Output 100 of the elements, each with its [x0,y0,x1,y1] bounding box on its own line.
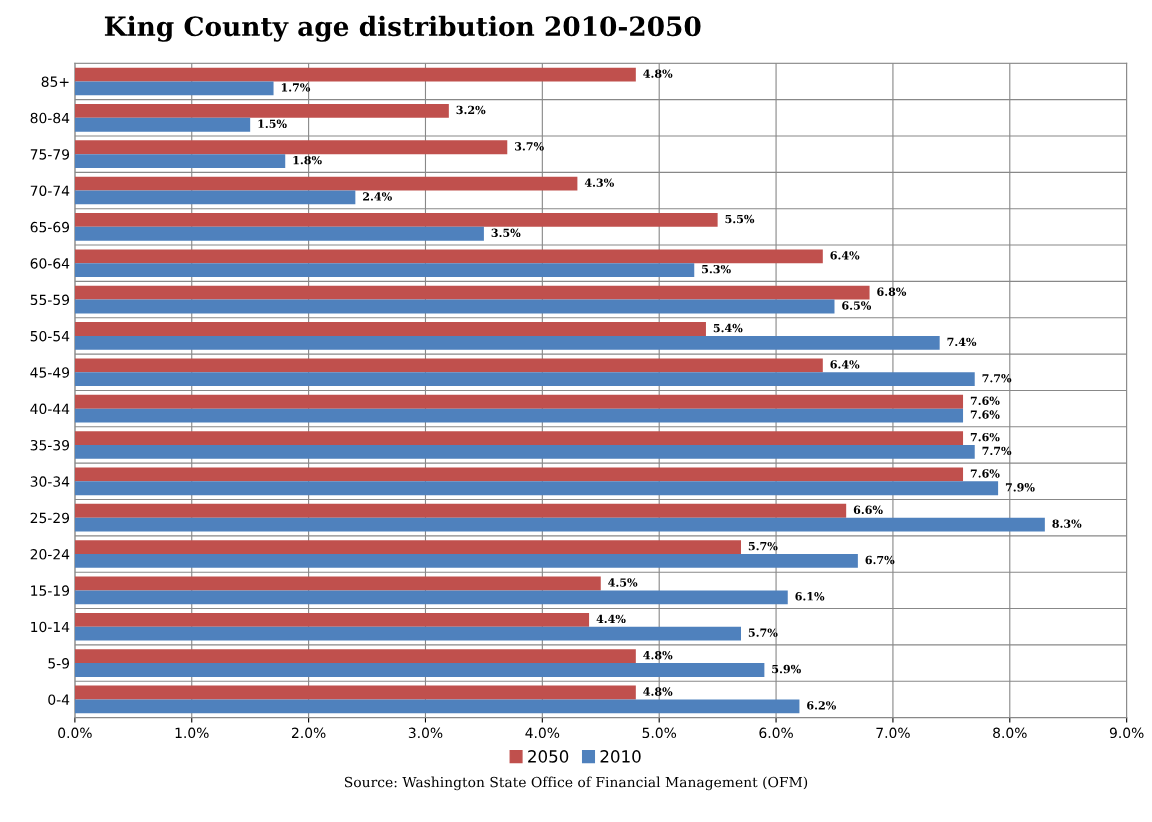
bar [74,663,765,677]
bar [74,408,964,423]
data-label: 7.6% [970,469,1000,478]
y-tick-label: 70-74 [30,185,70,196]
y-tick-label: 80-84 [30,112,70,124]
bar [74,685,636,700]
bar [74,517,1045,532]
bar [74,117,251,132]
y-tick-label: 65-69 [30,221,70,233]
data-label: 3.5% [491,228,521,237]
data-label: 5.3% [702,264,731,274]
x-tick-label: 6.0% [759,727,793,739]
data-label: 4.5% [608,578,638,587]
x-tick-label: 5.0% [642,727,677,739]
data-label: 1.7% [281,83,311,92]
x-tick-label: 3.0% [408,727,443,739]
data-label: 3.7% [515,142,544,151]
data-label: 7.9% [1005,483,1035,492]
y-tick-label: 10-14 [31,621,70,633]
x-tick-label: 1.0% [175,727,209,739]
bar [74,481,999,496]
x-tick-label: 9.0% [1109,727,1144,739]
data-label: 7.6% [970,396,1000,405]
chart-title: King County age distribution 2010-2050 [104,15,701,42]
y-tick-label: 55-59 [30,294,70,306]
data-label: 4.8% [643,650,673,660]
data-label: 6.8% [877,287,907,296]
bar [74,699,800,714]
bar [74,213,718,227]
data-label: 6.4% [830,251,860,260]
data-label: 5.7% [748,628,778,637]
data-label: 6.1% [795,592,825,601]
data-label: 6.6% [853,505,883,514]
y-tick-label: 50-54 [30,330,70,342]
data-label: 6.7% [865,555,895,565]
bar [74,372,975,387]
bar [74,67,636,82]
y-tick-label: 35-39 [30,439,70,451]
bar [74,249,823,264]
data-label: 8.3% [1052,519,1082,528]
y-tick-label: 85+ [41,76,69,87]
bar [74,576,601,591]
y-tick-label: 60-64 [30,258,70,269]
data-label: 4.4% [596,614,626,624]
data-label: 1.5% [258,119,287,128]
data-label: 5.9% [772,664,801,674]
x-tick-label: 0.0% [58,727,92,739]
bar [74,540,741,555]
data-label: 4.8% [643,69,673,78]
bar [74,176,578,191]
legend-label: 2010 [600,750,641,763]
y-tick-label: 45-49 [30,367,70,378]
data-label: 7.4% [947,337,977,347]
bar [74,299,835,314]
data-label: 7.6% [970,432,1000,442]
bar [74,612,590,627]
data-label: 1.8% [293,155,322,165]
bar [74,335,940,350]
data-label: 4.8% [643,687,673,696]
y-tick-label: 5-9 [48,658,70,669]
legend-label: 2050 [528,750,569,763]
data-label: 6.4% [830,360,860,369]
x-tick-label: 7.0% [876,727,910,739]
bar [74,467,964,482]
bar [74,626,741,641]
bar [74,104,449,118]
y-tick-label: 20-24 [30,549,70,560]
bar [74,322,706,336]
data-label: 7.6% [970,410,1000,419]
data-label: 6.5% [842,301,872,310]
data-label: 6.2% [807,701,836,710]
data-label: 7.7% [982,374,1012,383]
y-tick-label: 75-79 [30,149,70,160]
y-tick-label: 25-29 [30,512,70,524]
bar [74,226,484,241]
data-label: 5.4% [713,323,743,333]
data-label: 5.5% [725,214,755,224]
x-tick-label: 4.0% [525,727,560,739]
bar [74,649,636,664]
bar [74,554,858,568]
bar [74,444,975,459]
bar [74,503,847,518]
bar [74,394,964,409]
x-tick-label: 2.0% [291,727,326,739]
y-tick-label: 15-19 [31,585,70,596]
x-tick-label: 8.0% [993,727,1027,739]
y-tick-label: 40-44 [30,403,70,415]
y-tick-label: 0-4 [48,694,70,705]
data-label: 3.2% [456,105,486,115]
data-label: 5.7% [748,541,778,551]
bar [74,358,823,373]
data-label: 7.7% [982,446,1012,456]
bar [74,431,964,445]
source-note: Source: Washington State Office of Financial Management (OFM) [344,776,808,791]
data-label: 2.4% [363,192,392,201]
data-label: 4.3% [584,178,614,187]
bar [74,154,286,168]
y-tick-label: 30-34 [30,476,70,487]
bar [74,81,274,96]
bar [74,590,788,605]
